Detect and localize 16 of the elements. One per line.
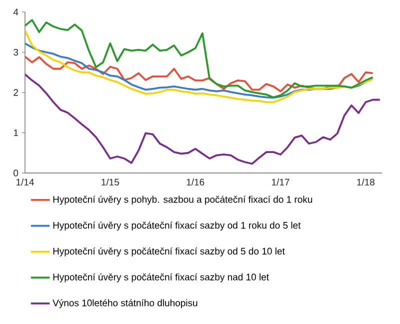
legend-label: Hypoteční úvěry s pohyb. sazbou a počáteční fixací do 1 roku — [53, 196, 312, 205]
line-series — [25, 73, 381, 165]
x-tick-label: 1/15 — [102, 178, 120, 186]
x-tick-label: 1/18 — [357, 178, 375, 186]
x-tick-label: 1/17 — [272, 178, 290, 186]
legend-label: Výnos 10letého státního dluhopisu — [52, 299, 198, 308]
legend-label: Hypoteční úvěry s počáteční fixací sazby nad 10 let — [53, 273, 269, 282]
legend-label: Hypoteční úvěry s počáteční fixací sazby od 5 do 10 let — [53, 247, 285, 256]
y-tick-label: 2 — [14, 89, 18, 96]
x-tick-label: 1/14 — [16, 178, 34, 186]
y-tick-label: 1 — [14, 129, 18, 136]
y-tick-label: 0 — [14, 170, 18, 176]
legend-label: Hypoteční úvěry s počáteční fixací sazby od 1 roku do 5 let — [53, 222, 301, 231]
y-tick-label: 4 — [13, 8, 18, 16]
y-tick-label: 3 — [14, 48, 18, 56]
x-tick-label: 1/16 — [186, 178, 204, 186]
